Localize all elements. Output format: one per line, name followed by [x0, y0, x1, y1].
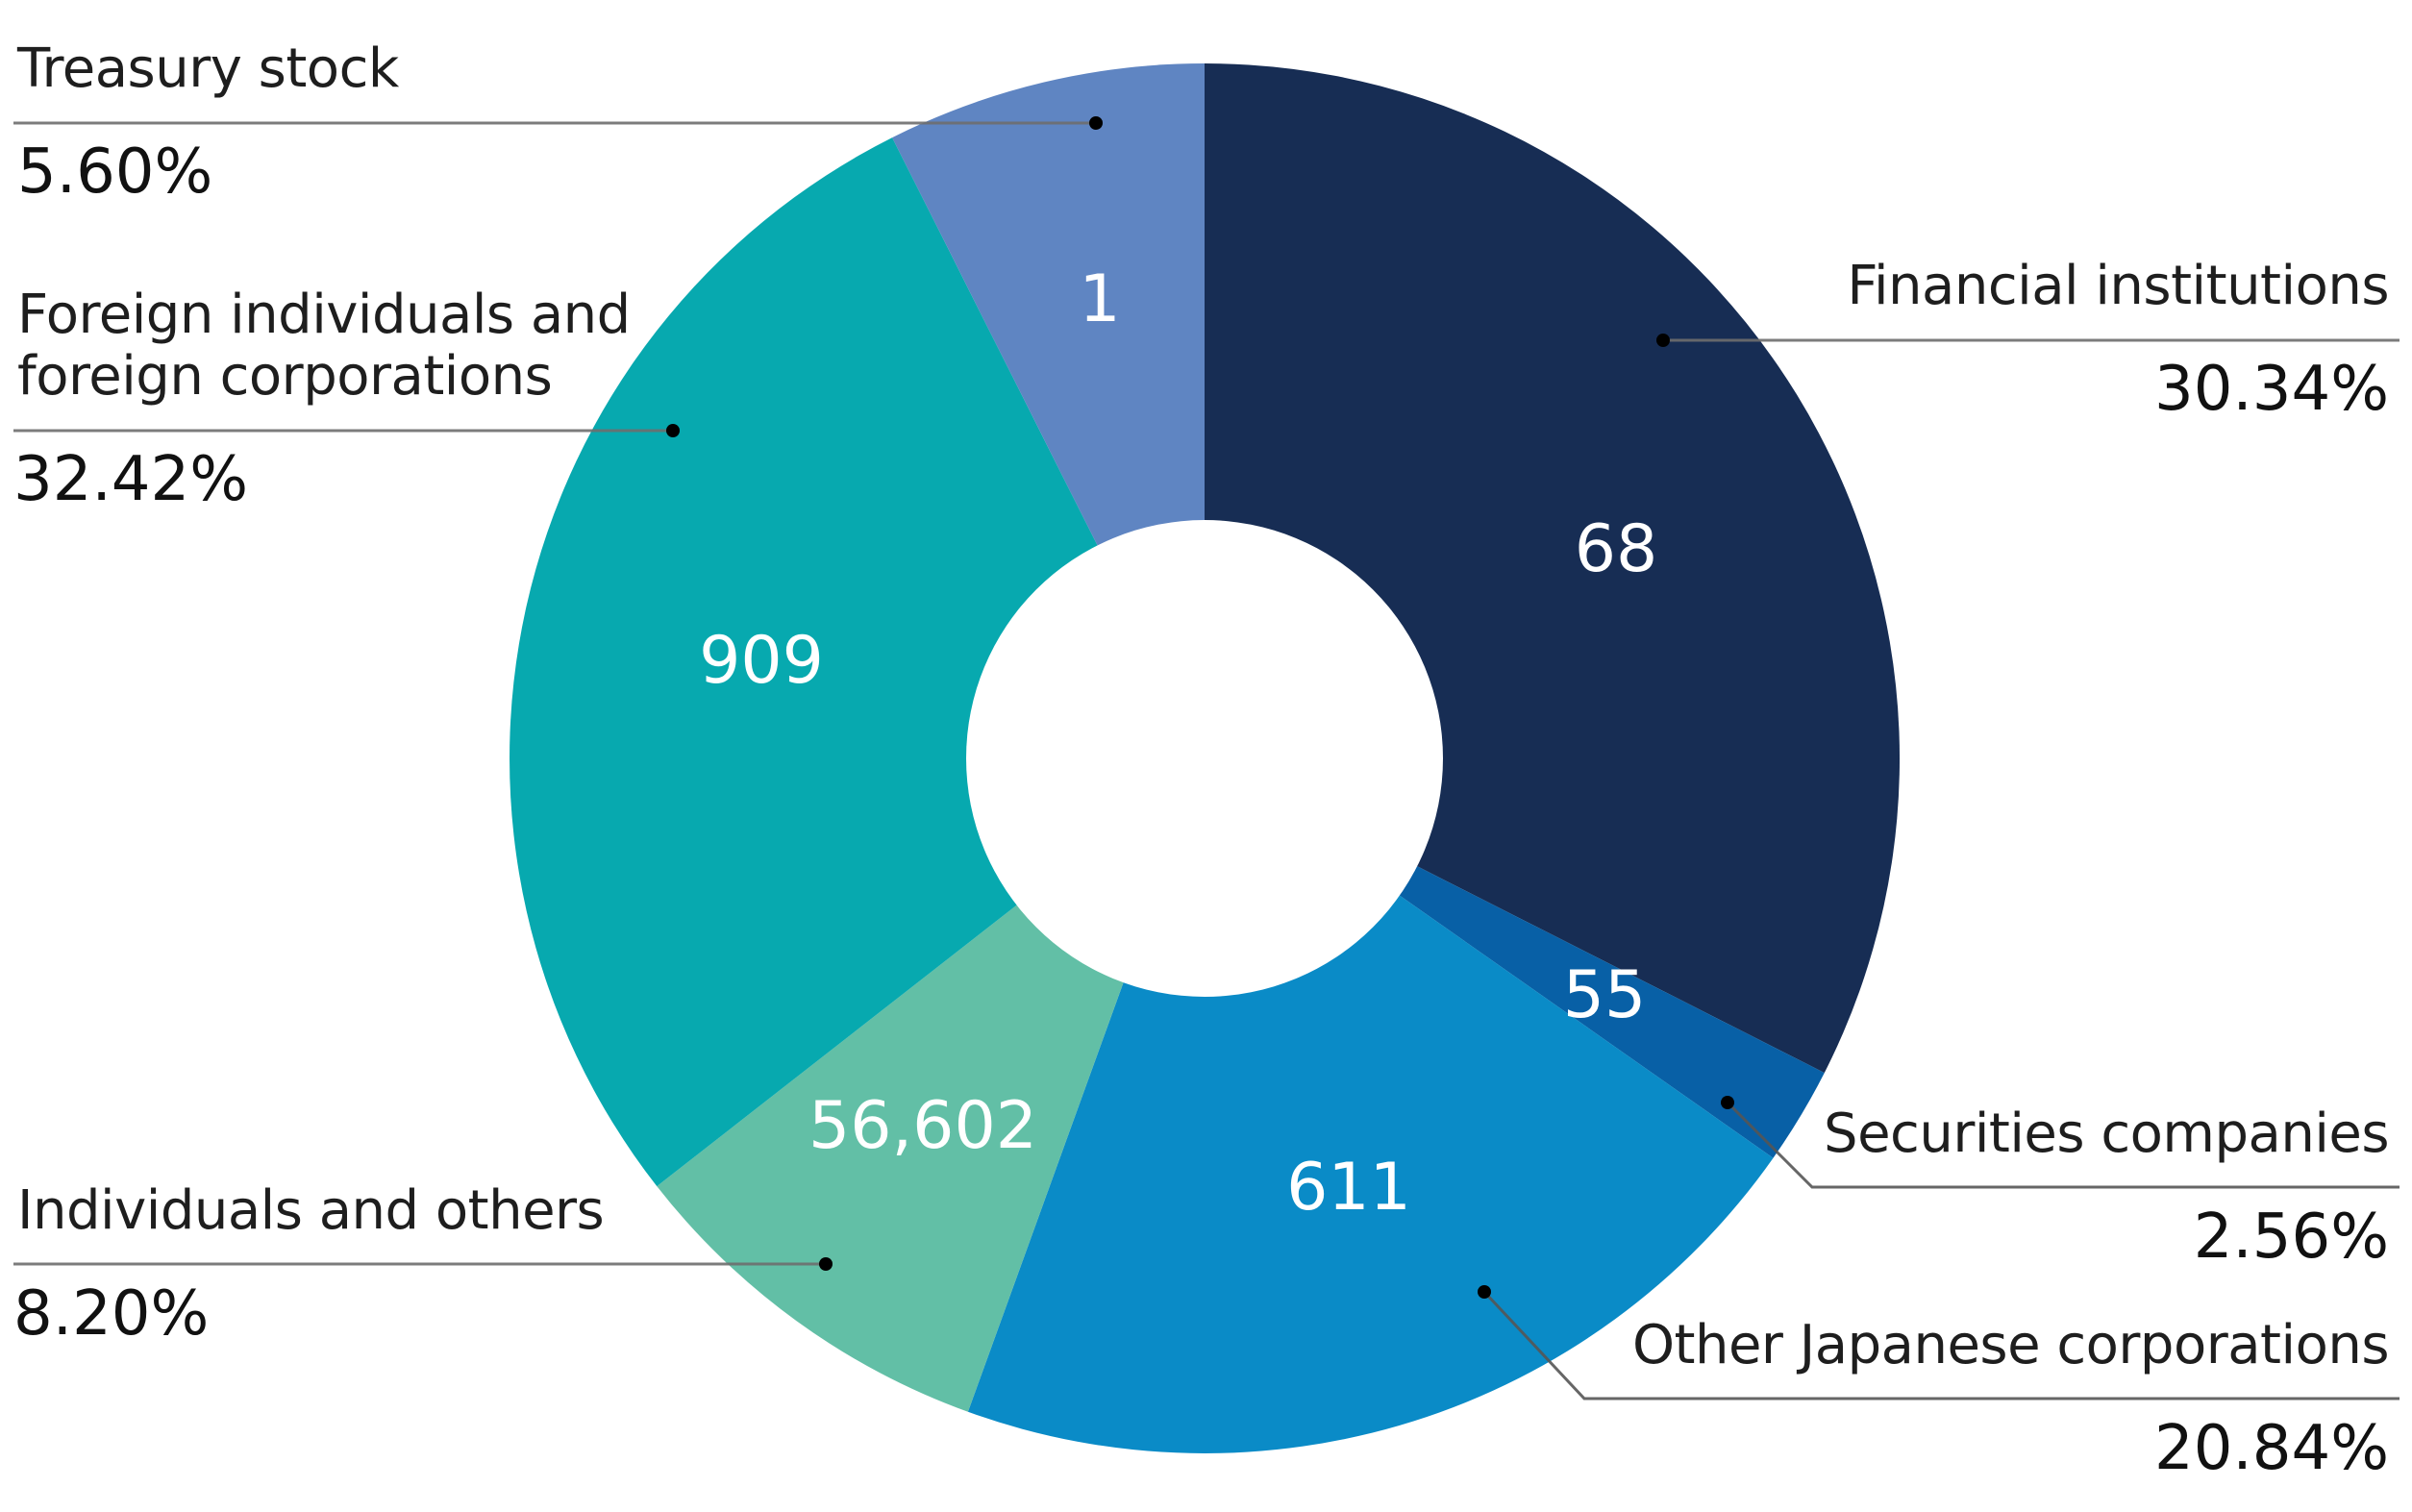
- slice-count-securities: 55: [1563, 957, 1647, 1033]
- label-treasury-name: Treasury stock: [17, 37, 399, 100]
- slice-count-foreign: 909: [699, 623, 824, 699]
- leader-dot-individuals: [819, 1257, 833, 1271]
- label-individuals-pct: 8.20%: [13, 1278, 210, 1350]
- label-treasury-pct: 5.60%: [17, 136, 213, 208]
- leader-dot-foreign: [666, 424, 680, 437]
- label-financial-pct: 30.34%: [2153, 354, 2389, 425]
- slice-count-treasury: 1: [1079, 261, 1120, 337]
- slice-count-financial: 68: [1575, 511, 1658, 587]
- slice-count-individuals: 56,602: [808, 1088, 1037, 1164]
- label-securities-name: Securities companies: [1824, 1103, 2389, 1165]
- label-individuals-name: Individuals and others: [17, 1179, 605, 1242]
- leader-dot-treasury: [1089, 116, 1103, 130]
- leader-dot-other-jp: [1478, 1285, 1491, 1299]
- label-foreign-name-1: Foreign individuals and: [17, 284, 631, 346]
- label-other-jp-name: Other Japanese corporations: [1631, 1314, 2390, 1376]
- donut-hole: [966, 520, 1443, 997]
- slice-count-other-jp: 611: [1286, 1150, 1411, 1226]
- label-foreign-name-2: foreign corporations: [17, 345, 553, 408]
- leader-lines: [13, 116, 2400, 1400]
- leader-line-securities: [1726, 1101, 2400, 1189]
- label-foreign-pct: 32.42%: [13, 444, 249, 515]
- label-financial-name: Financial institutions: [1847, 255, 2389, 317]
- label-securities-pct: 2.56%: [2193, 1202, 2389, 1273]
- leader-dot-financial: [1656, 334, 1670, 347]
- leader-dot-securities: [1721, 1096, 1734, 1109]
- slice-foreign: [510, 137, 1205, 1187]
- label-other-jp-pct: 20.84%: [2153, 1413, 2389, 1484]
- leader-line-other-jp: [1482, 1290, 2400, 1400]
